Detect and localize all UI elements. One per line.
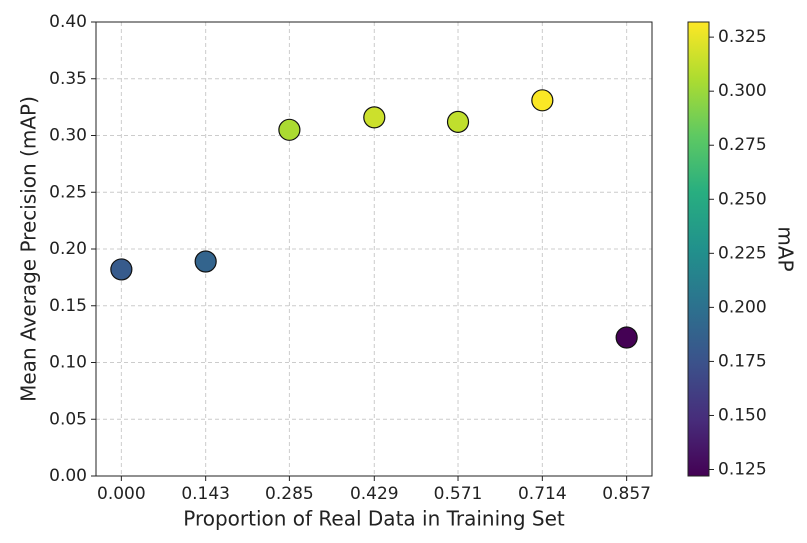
point (110, 258, 133, 281)
x-tick-label: 0.571 (434, 484, 483, 504)
point (194, 250, 217, 273)
point (446, 110, 470, 133)
colorbar-tick-label: 0.150 (718, 405, 767, 425)
x-tick-label: 0.143 (181, 484, 230, 504)
colorbar-tick-label: 0.225 (718, 243, 767, 263)
colorbar-tick-label: 0.275 (718, 135, 767, 155)
colorbar-tick-label: 0.175 (718, 351, 767, 371)
y-tick-label: 0.05 (49, 409, 87, 429)
x-tick-label: 0.429 (350, 484, 399, 504)
x-tick-label: 0.857 (602, 484, 651, 504)
x-tick-label: 0.000 (97, 484, 146, 504)
plot-frame (95, 21, 653, 477)
colorbar-tick-label: 0.200 (718, 297, 767, 317)
point (615, 326, 638, 349)
y-tick-label: 0.40 (49, 12, 87, 32)
colorbar-label: mAP (774, 226, 798, 271)
y-tick-label: 0.35 (49, 69, 87, 89)
colorbar (687, 21, 710, 477)
y-tick-label: 0.15 (49, 296, 87, 316)
colorbar-tick-label: 0.325 (718, 27, 767, 47)
x-axis-label: Proportion of Real Data in Training Set (183, 507, 565, 531)
y-tick-label: 0.00 (49, 466, 87, 486)
point (363, 106, 386, 129)
y-tick-label: 0.10 (49, 353, 87, 373)
x-tick-label: 0.714 (518, 484, 567, 504)
point (531, 89, 554, 112)
y-tick-label: 0.20 (49, 239, 87, 259)
x-tick-label: 0.285 (265, 484, 314, 504)
point (278, 118, 301, 141)
colorbar-tick-label: 0.300 (718, 81, 767, 101)
colorbar-tick-label: 0.250 (718, 189, 767, 209)
colorbar-tick-label: 0.125 (718, 460, 767, 480)
y-tick-label: 0.30 (49, 126, 87, 146)
y-axis-label: Mean Average Precision (mAP) (17, 96, 41, 402)
y-tick-label: 0.25 (49, 182, 87, 202)
